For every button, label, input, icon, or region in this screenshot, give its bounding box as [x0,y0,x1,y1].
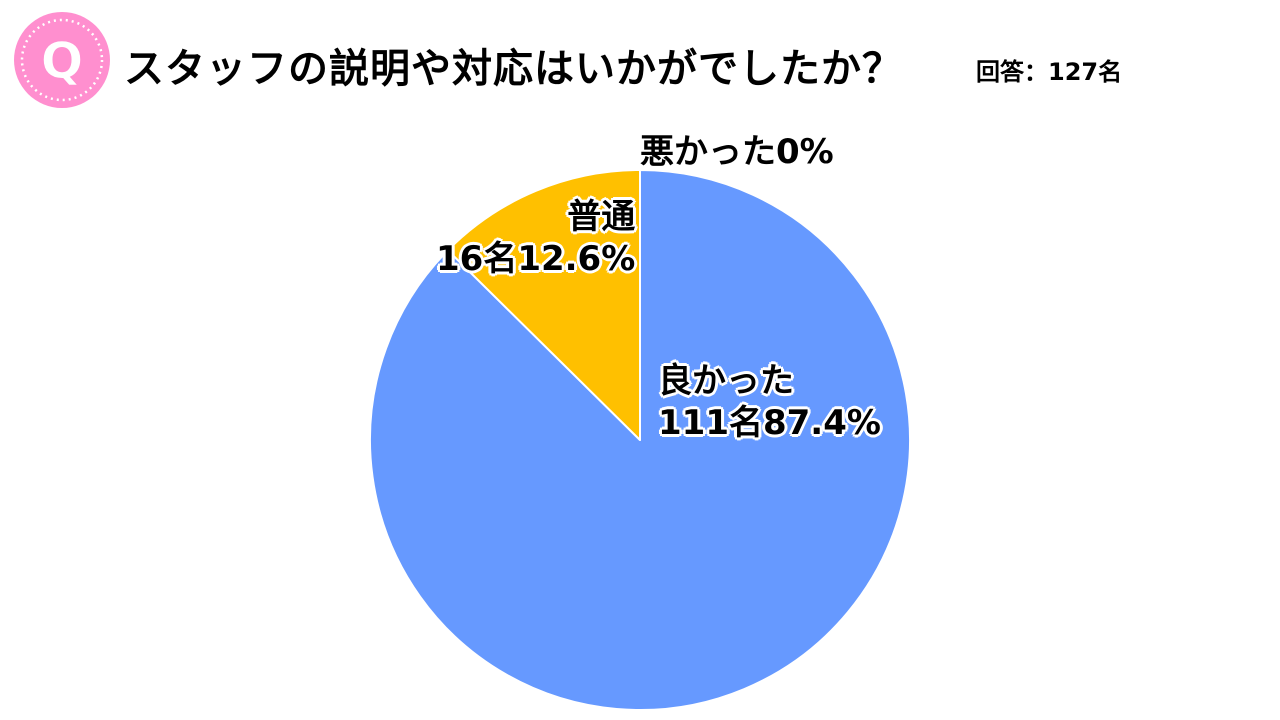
slice-label-normal-percent: 12.6% [517,239,636,279]
slice-label-good-count: 111名 [658,403,763,443]
badge-letter: Q [41,32,84,90]
slice-label-normal-count: 16名 [436,239,518,279]
slice-label-normal-value: 16名12.6% [436,238,635,280]
slice-label-bad-percent: 0% [776,132,834,172]
slice-label-good-percent: 87.4% [762,403,881,443]
page-title: スタッフの説明や対応はいかがでしたか？ [124,46,903,92]
pie-slice-1 [446,169,641,441]
slice-label-good-name: 良かった [658,361,794,401]
slice-label-bad: 悪かった0% [640,131,834,173]
slice-label-good: 良かった 111名87.4% [658,360,881,444]
respondent-count: 回答：127名 [976,58,1123,86]
slice-label-normal: 普通 16名12.6% [436,196,635,280]
slice-label-good-value: 111名87.4% [658,402,881,444]
q-badge-icon: Q [14,12,110,108]
slice-label-bad-name: 悪かった [640,132,776,172]
slice-label-normal-name: 普通 [567,197,636,237]
